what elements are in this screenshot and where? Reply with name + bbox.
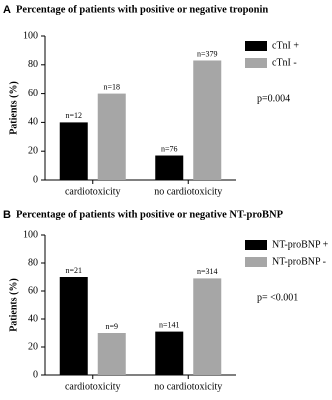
- bar: [97, 93, 126, 180]
- y-tick-label: 80: [28, 257, 38, 268]
- legend-label: NT-proBNP -: [272, 256, 326, 267]
- y-tick-label: 40: [28, 117, 38, 128]
- y-tick-label: 60: [28, 285, 38, 296]
- y-tick-label: 100: [23, 30, 38, 41]
- panel-letter: A: [3, 4, 11, 16]
- n-label: n=21: [65, 266, 82, 275]
- legend-swatch: [245, 257, 267, 267]
- y-axis-label: Patients (%): [8, 278, 19, 332]
- bar: [97, 333, 126, 375]
- legend-swatch: [245, 240, 267, 250]
- y-axis-label: Patients (%): [8, 81, 19, 135]
- chart-title: Percentage of patients with positive or …: [16, 209, 284, 220]
- legend-swatch: [245, 58, 267, 68]
- n-label: n=18: [103, 82, 120, 91]
- y-tick-label: 100: [23, 229, 38, 240]
- annotation: p=0.004: [257, 93, 290, 104]
- annotation: p= <0.001: [257, 292, 298, 303]
- x-tick-label: no cardiotoxicity: [154, 381, 222, 392]
- bar: [59, 277, 88, 375]
- legend-swatch: [245, 41, 267, 51]
- n-label: n=379: [197, 49, 218, 58]
- n-label: n=76: [161, 144, 178, 153]
- bar: [193, 278, 222, 375]
- n-label: n=9: [105, 322, 118, 331]
- bar: [193, 60, 222, 181]
- n-label: n=314: [197, 267, 218, 276]
- bar: [155, 331, 184, 375]
- chart-title: Percentage of patients with positive or …: [16, 4, 268, 15]
- y-tick-label: 20: [28, 145, 38, 156]
- x-tick-label: cardiotoxicity: [65, 381, 121, 392]
- legend-label: cTnI -: [272, 57, 297, 68]
- bar: [155, 155, 184, 180]
- legend-label: NT-proBNP +: [272, 239, 329, 250]
- n-label: n=12: [65, 111, 82, 120]
- y-tick-label: 0: [33, 369, 38, 380]
- n-label: n=141: [159, 320, 180, 329]
- panel-letter: B: [3, 209, 11, 221]
- legend-label: cTnI +: [272, 40, 299, 51]
- x-tick-label: no cardiotoxicity: [154, 186, 222, 197]
- y-tick-label: 40: [28, 313, 38, 324]
- y-tick-label: 80: [28, 59, 38, 70]
- y-tick-label: 20: [28, 341, 38, 352]
- bar: [59, 122, 88, 180]
- y-tick-label: 60: [28, 88, 38, 99]
- y-tick-label: 0: [33, 174, 38, 185]
- x-tick-label: cardiotoxicity: [65, 186, 121, 197]
